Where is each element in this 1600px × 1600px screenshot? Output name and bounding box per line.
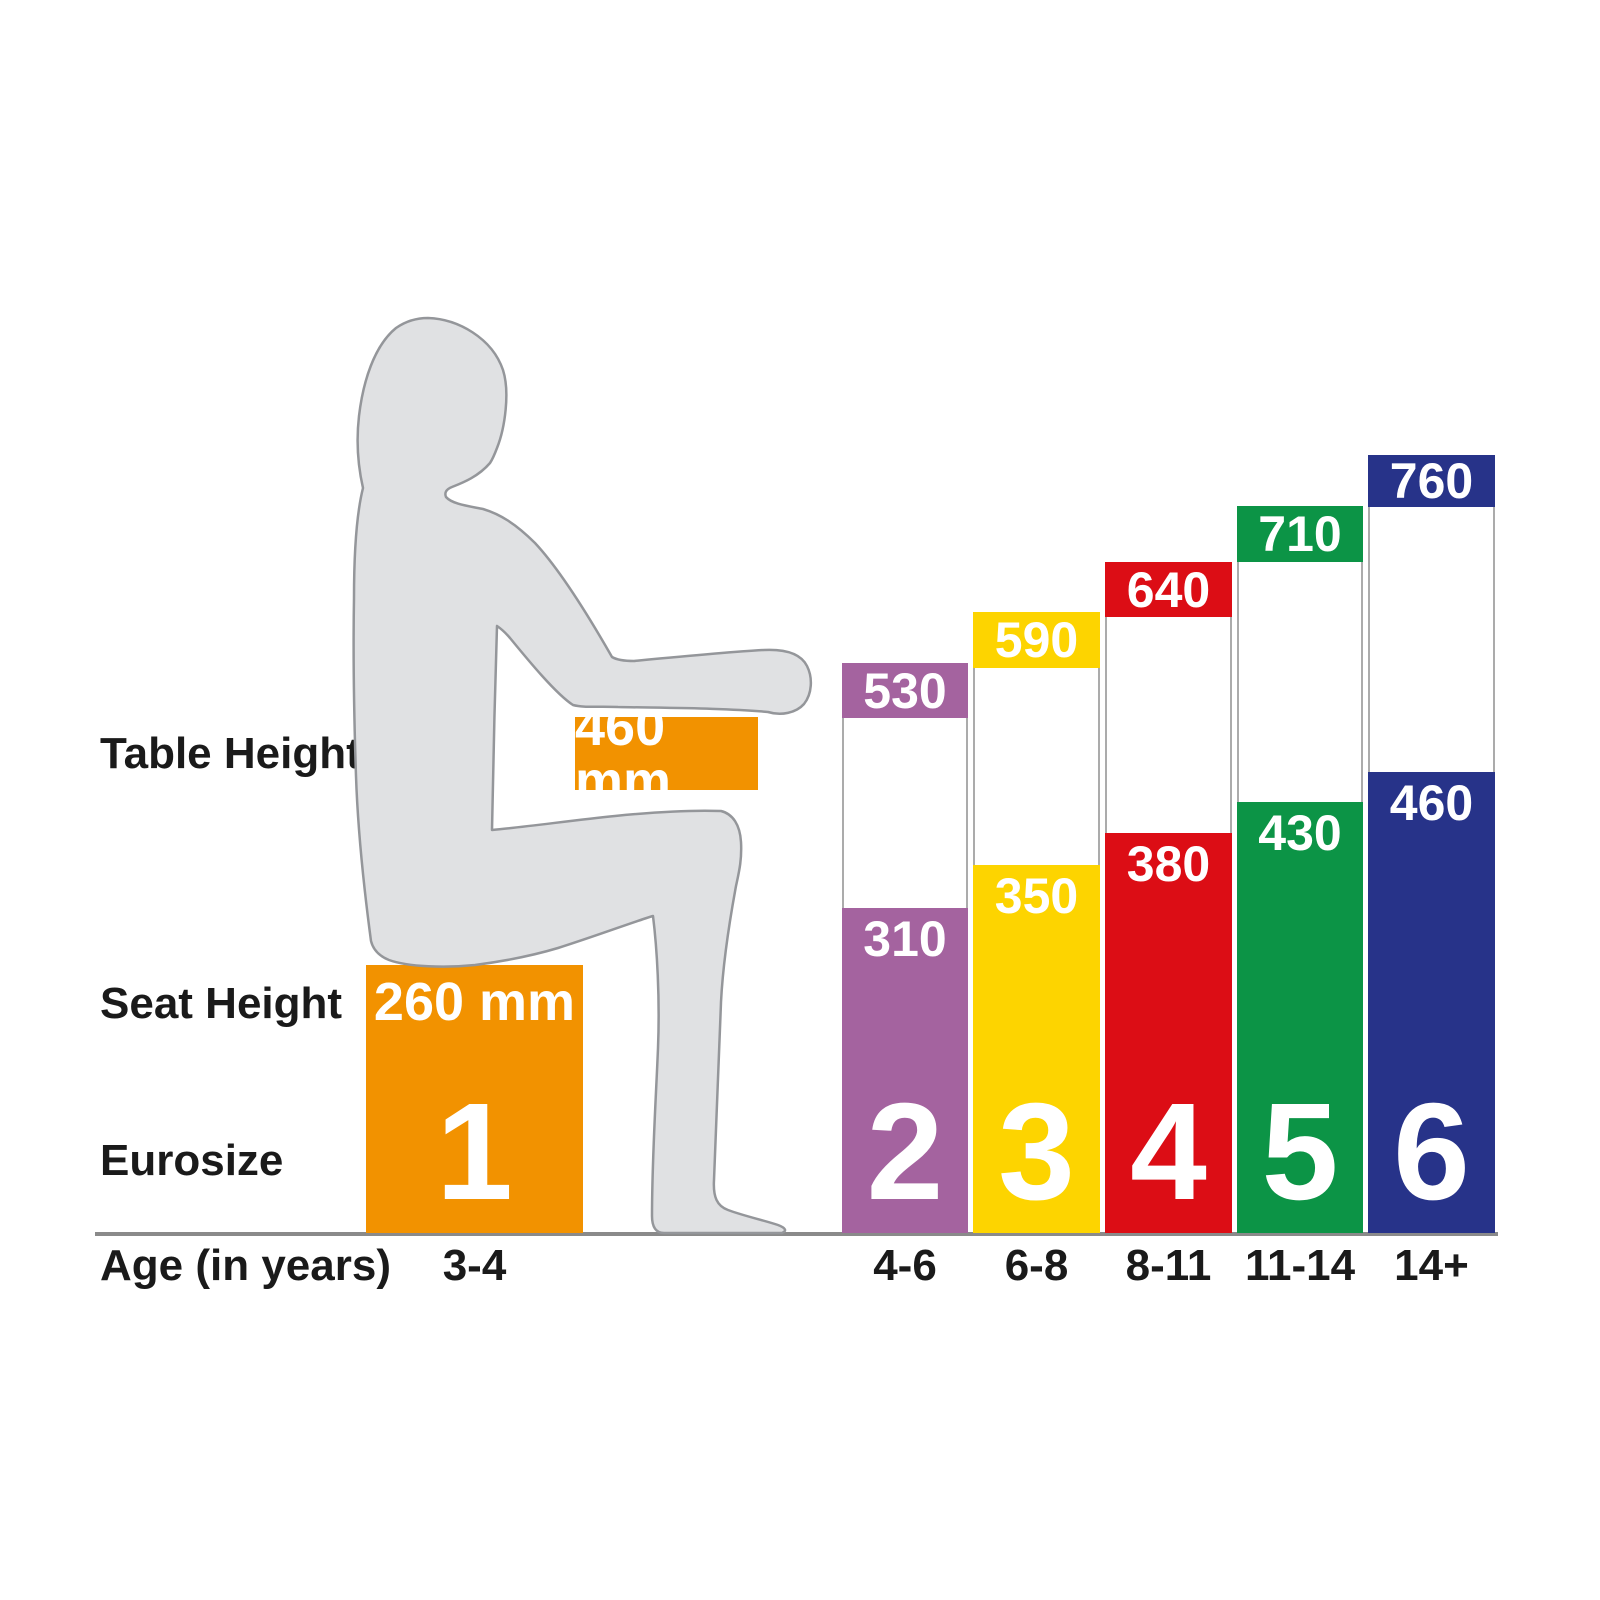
table-height-block: 530 bbox=[842, 663, 968, 718]
age-value: 6-8 bbox=[1004, 1241, 1069, 1290]
column-gap bbox=[1237, 562, 1363, 802]
table-height-value: 530 bbox=[863, 662, 947, 719]
eurosize-number: 4 bbox=[1130, 1075, 1207, 1229]
seat-height-block: 460 6 bbox=[1368, 772, 1495, 1233]
column-gap bbox=[842, 718, 968, 908]
seat-height-block: 310 2 bbox=[842, 908, 968, 1233]
table-height-value: 760 bbox=[1389, 453, 1474, 509]
size1-table-height-value: 460 mm bbox=[575, 696, 672, 811]
table-height-block: 760 bbox=[1368, 455, 1495, 507]
seat-height-value: 310 bbox=[863, 911, 947, 967]
size1-seat-box: 260 mm 1 bbox=[366, 965, 583, 1233]
table-height-block: 640 bbox=[1105, 562, 1232, 617]
table-height-block: 710 bbox=[1237, 506, 1363, 562]
seat-height-value: 380 bbox=[1126, 836, 1211, 892]
size1-eurosize-number: 1 bbox=[436, 1075, 513, 1229]
age-value: 11-14 bbox=[1244, 1241, 1356, 1290]
seat-height-row-label: Seat Height bbox=[100, 979, 343, 1028]
seat-height-value: 350 bbox=[994, 868, 1079, 924]
seat-height-value: 430 bbox=[1258, 805, 1342, 861]
size1-age-value: 3-4 bbox=[442, 1241, 507, 1290]
seat-height-block: 380 4 bbox=[1105, 833, 1232, 1233]
size1-table-height-box: 460 mm bbox=[575, 700, 758, 808]
seat-height-block: 350 3 bbox=[973, 865, 1100, 1233]
eurosize-number: 3 bbox=[998, 1075, 1075, 1229]
age-value: 4-6 bbox=[873, 1241, 937, 1290]
eurosize-row-label: Eurosize bbox=[100, 1136, 284, 1185]
eurosize-number: 5 bbox=[1261, 1075, 1339, 1229]
eurosize-number: 2 bbox=[866, 1075, 944, 1229]
seat-height-block: 430 5 bbox=[1237, 802, 1363, 1233]
table-height-value: 640 bbox=[1126, 561, 1211, 618]
column-gap bbox=[1105, 617, 1232, 833]
age-value: 8-11 bbox=[1125, 1241, 1212, 1290]
table-height-value: 710 bbox=[1258, 506, 1342, 562]
age-row-label: Age (in years) bbox=[100, 1241, 391, 1290]
column-gap bbox=[973, 668, 1100, 865]
age-value: 14+ bbox=[1394, 1241, 1469, 1290]
table-height-row-label: Table Height bbox=[100, 729, 361, 778]
eurosize-number: 6 bbox=[1393, 1075, 1470, 1229]
table-height-block: 590 bbox=[973, 612, 1100, 668]
table-height-value: 590 bbox=[994, 612, 1079, 668]
seat-height-value: 460 bbox=[1389, 775, 1474, 831]
size1-seat-height-value: 260 mm bbox=[373, 972, 576, 1032]
column-gap bbox=[1368, 507, 1495, 772]
